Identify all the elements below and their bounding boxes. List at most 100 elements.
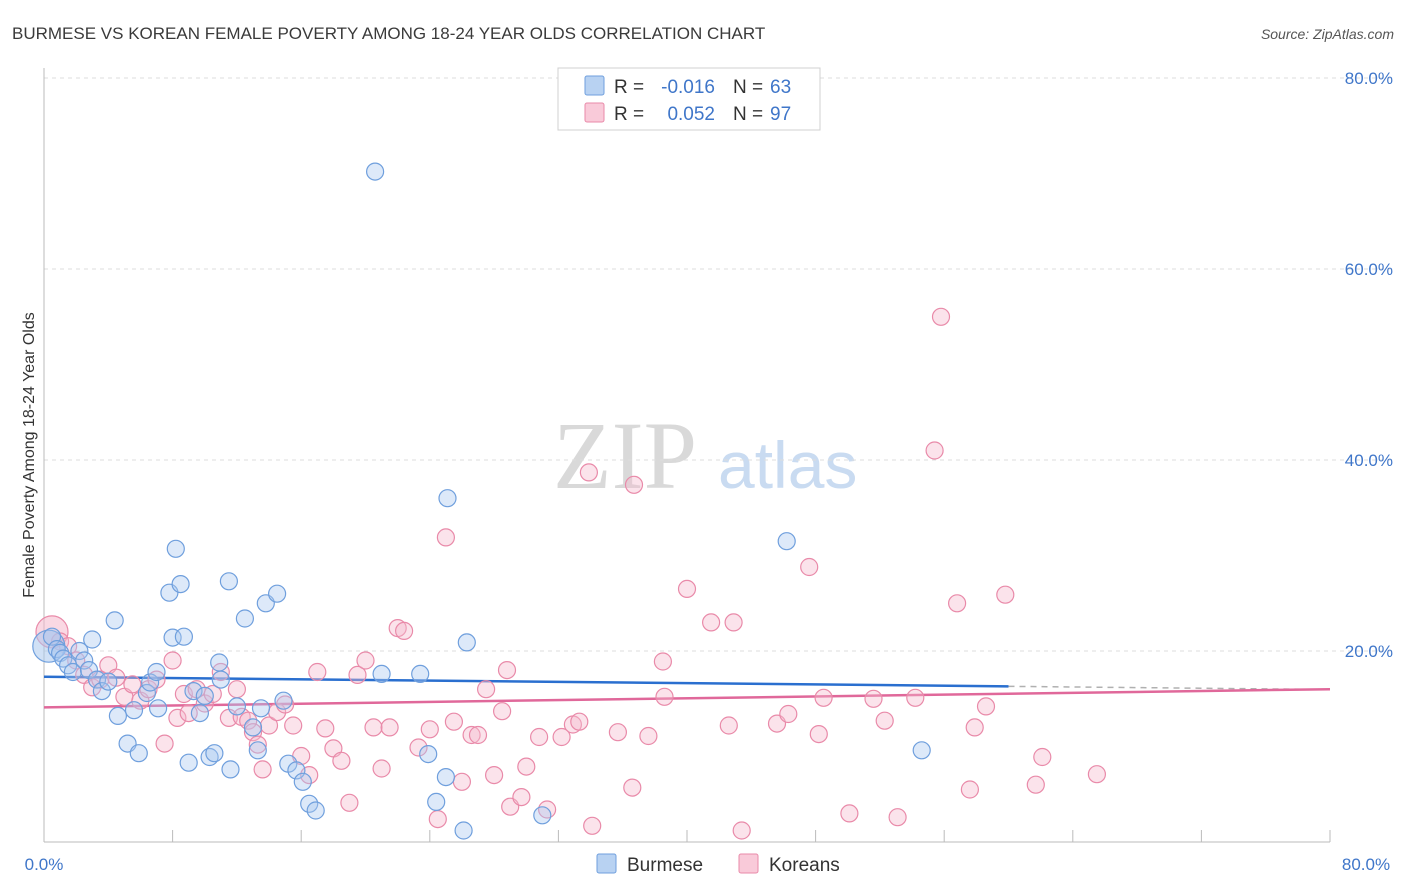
burmese-point <box>141 673 160 692</box>
burmese-point <box>912 741 931 760</box>
y-axis-title: Female Poverty Among 18-24 Year Olds <box>21 312 38 598</box>
korean-point <box>529 727 549 747</box>
koreans-n-value: 97 <box>770 104 791 125</box>
korean-point <box>1026 775 1045 794</box>
korean-point <box>677 579 697 599</box>
burmese-n-value: 63 <box>770 77 791 98</box>
y-tick-label: 40.0% <box>1345 451 1393 470</box>
gridlines <box>44 77 1394 652</box>
korean-point <box>623 778 642 797</box>
x-tick-label-max: 80.0% <box>1342 855 1390 874</box>
burmese-point <box>124 701 144 720</box>
korean-point <box>409 738 428 757</box>
y-tick-label: 60.0% <box>1345 260 1393 279</box>
korean-point <box>316 719 335 738</box>
burmese-point <box>287 761 306 780</box>
korean-point <box>579 463 599 482</box>
korean-point <box>639 726 658 746</box>
korean-point <box>608 723 628 742</box>
burmese-r-label: R = <box>614 77 644 98</box>
watermark-zip: ZIP <box>553 402 697 509</box>
burmese-point <box>219 572 238 591</box>
burmese-point <box>63 662 83 682</box>
korean-point <box>253 760 272 779</box>
korean-point <box>965 718 984 737</box>
korean-point <box>701 613 721 632</box>
korean-point <box>732 821 751 840</box>
burmese-point <box>533 806 552 825</box>
trend-lines <box>43 675 1331 709</box>
korean-point <box>996 585 1015 604</box>
scatter-points <box>32 162 1107 840</box>
burmese-point <box>99 672 118 691</box>
korean-point <box>779 704 798 724</box>
burmese-point <box>129 744 148 763</box>
korean-point <box>809 724 828 744</box>
burmese-point <box>372 664 391 684</box>
burmese-point <box>248 741 267 760</box>
korean-point <box>227 680 246 699</box>
korean-point <box>332 751 351 770</box>
burmese-point <box>457 633 476 652</box>
korean-point <box>308 662 327 682</box>
burmese-point <box>235 609 254 628</box>
y-tick-label: 20.0% <box>1345 642 1393 661</box>
korean-point <box>436 528 455 547</box>
korean-point <box>348 665 367 685</box>
korean-point <box>259 716 279 735</box>
korean-point <box>395 621 414 641</box>
korean-point <box>444 712 463 731</box>
stats-legend: R = -0.016 N = 63 R = 0.052 N = 97 <box>557 67 821 131</box>
korean-point <box>497 660 517 680</box>
korean-point <box>552 727 571 747</box>
burmese-r-value: -0.016 <box>661 77 715 98</box>
korean-point <box>653 652 673 671</box>
burmese-point <box>210 653 229 672</box>
koreans-legend-swatch <box>584 102 605 123</box>
korean-point <box>1033 747 1052 767</box>
burmese-point <box>92 681 112 701</box>
burmese-point <box>454 821 473 840</box>
korean-point <box>888 808 907 827</box>
source-label: Source: ZipAtlas.com <box>1261 26 1394 42</box>
burmese-point <box>419 744 438 764</box>
burmese-point <box>777 532 796 551</box>
burmese-point <box>268 584 287 603</box>
burmese-point <box>147 662 166 682</box>
burmese-point <box>166 539 185 558</box>
burmese-point <box>184 681 203 701</box>
burmese-point <box>221 760 240 779</box>
burmese-series-label: Burmese <box>627 855 703 876</box>
burmese-point <box>149 699 168 718</box>
korean-point <box>655 687 674 706</box>
korean-point <box>814 688 833 707</box>
korean-point <box>537 800 557 819</box>
koreans-r-value: 0.052 <box>667 104 715 125</box>
chart-title: BURMESE VS KOREAN FEMALE POVERTY AMONG 1… <box>12 24 765 43</box>
korean-point <box>570 712 589 731</box>
korean-point <box>583 816 602 835</box>
korean-point <box>168 708 187 728</box>
korean-point <box>1087 765 1107 784</box>
burmese-point <box>171 574 190 594</box>
burmese-point <box>174 627 193 646</box>
burmese-point <box>366 162 385 181</box>
burmese-point <box>137 683 156 703</box>
burmese-point <box>251 699 271 718</box>
burmese-point <box>190 703 209 723</box>
korean-point <box>356 651 375 670</box>
burmese-point <box>108 706 128 726</box>
burmese-point <box>274 691 293 710</box>
korean-point <box>452 772 471 791</box>
burmese-point <box>227 697 246 716</box>
burmese-point <box>70 641 89 661</box>
korean-point <box>477 680 496 699</box>
koreans-series-label: Koreans <box>769 855 840 876</box>
burmese-point <box>105 611 124 630</box>
watermark-atlas: atlas <box>718 428 857 502</box>
korean-point <box>364 718 383 737</box>
burmese-point <box>243 718 263 737</box>
burmese-n-label: N = <box>733 77 763 98</box>
korean-point <box>428 809 447 829</box>
